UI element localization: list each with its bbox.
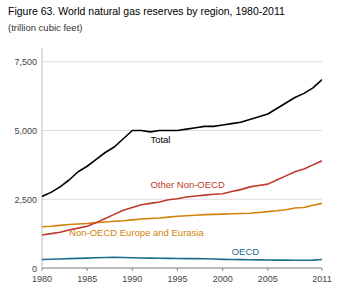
series-line — [42, 203, 322, 226]
x-tick-label: 2000 — [213, 274, 233, 284]
x-tick-label: 1980 — [32, 274, 52, 284]
series-line — [42, 80, 322, 197]
series-line — [42, 257, 322, 260]
title: Figure 63. World natural gas reserves by… — [8, 5, 285, 17]
grid-line — [42, 268, 322, 269]
y-tick-label: 2,500 — [14, 195, 37, 205]
subtitle: (trillion cubic feet) — [8, 22, 82, 33]
series-label: OECD — [232, 246, 260, 257]
x-tick-label: 1990 — [122, 274, 142, 284]
series-label: Total — [150, 134, 170, 145]
x-tick-label: 1985 — [77, 274, 97, 284]
grid-line — [42, 61, 322, 62]
grid — [42, 62, 322, 268]
y-tick-label: 0 — [32, 264, 37, 274]
x-tick-label: 2005 — [258, 274, 278, 284]
series-label: Other Non-OECD — [150, 179, 225, 190]
chart: Figure 63. World natural gas reserves by… — [0, 0, 340, 296]
lines — [42, 80, 322, 261]
x-tick-label: 1995 — [167, 274, 187, 284]
series-line — [42, 161, 322, 235]
x-axis — [42, 268, 322, 269]
grid-line — [42, 199, 322, 200]
y-tick-label: 5,000 — [14, 126, 37, 136]
x-tick-label: 2011 — [312, 274, 331, 284]
series-label: Non-OECD Europe and Eurasia — [69, 227, 204, 238]
y-tick-label: 7,500 — [14, 57, 37, 67]
